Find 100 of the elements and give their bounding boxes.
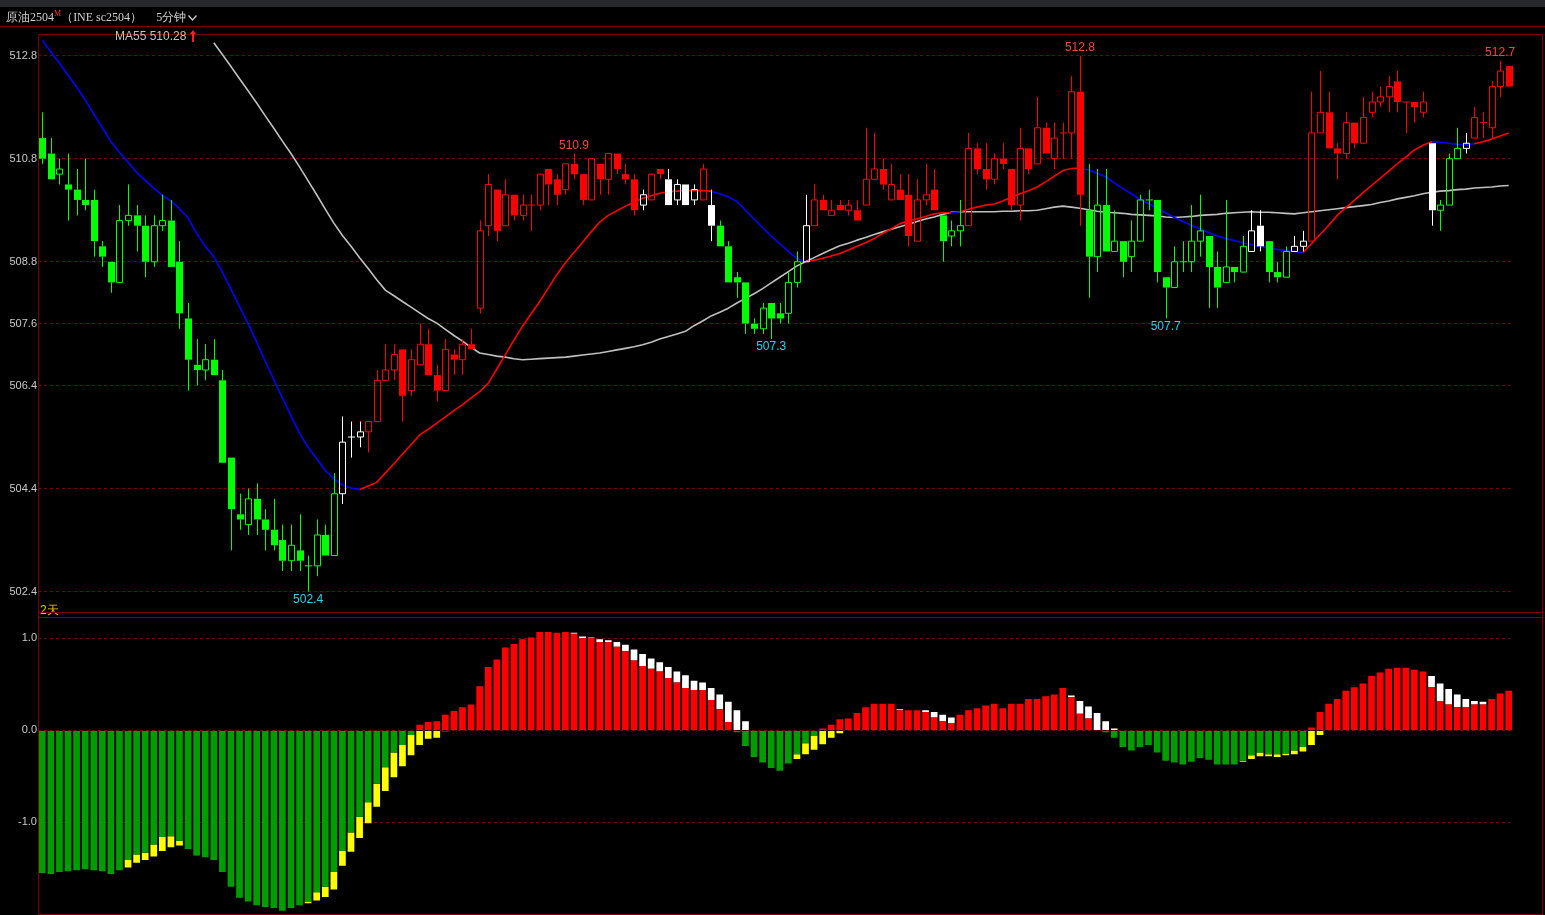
- bar: [510, 643, 518, 730]
- bar: [47, 730, 55, 874]
- bar: [73, 730, 80, 871]
- y-tick-label: 508.8: [9, 254, 37, 267]
- bar: [184, 730, 192, 850]
- bar: [1308, 730, 1315, 746]
- bar: [227, 730, 235, 887]
- bar: [664, 666, 672, 678]
- bar: [939, 714, 947, 722]
- bar: [1299, 746, 1307, 752]
- candlestick: [657, 169, 664, 180]
- candlestick: [614, 153, 621, 175]
- candlestick: [725, 240, 732, 283]
- candlestick: [1248, 209, 1255, 252]
- bar: [1188, 730, 1195, 762]
- bar: [785, 730, 792, 764]
- bar: [639, 654, 646, 666]
- bar: [1436, 700, 1444, 730]
- bar: [1471, 700, 1478, 705]
- bar: [596, 642, 604, 730]
- bar: [399, 730, 406, 746]
- bar: [176, 840, 183, 846]
- bar: [802, 730, 809, 744]
- bar: [639, 665, 646, 730]
- bar: [896, 710, 904, 730]
- bar: [527, 637, 535, 730]
- bar: [759, 730, 766, 763]
- bar: [64, 730, 72, 872]
- bar: [913, 710, 921, 730]
- bar: [802, 743, 809, 755]
- y-tick-label: -1.0: [18, 815, 37, 828]
- bar: [244, 730, 252, 902]
- bar: [1351, 687, 1358, 730]
- candlestick: [1000, 142, 1007, 170]
- bar: [1136, 730, 1144, 747]
- bar: [390, 752, 398, 778]
- candlestick: [288, 524, 295, 572]
- candlestick: [331, 472, 338, 557]
- candlestick: [571, 153, 578, 180]
- candlestick: [1437, 199, 1444, 232]
- annotation: 502.4: [293, 591, 324, 606]
- candlestick: [1240, 235, 1247, 273]
- bar: [1085, 706, 1092, 719]
- candlestick: [228, 457, 235, 551]
- bar: [622, 651, 629, 730]
- bar: [1085, 718, 1092, 730]
- bar: [381, 730, 389, 768]
- candlestick: [914, 178, 921, 242]
- bar: [699, 689, 706, 730]
- bar: [416, 730, 423, 746]
- bar: [1025, 699, 1032, 730]
- bar: [193, 730, 200, 856]
- bar: [1428, 687, 1435, 730]
- bar: [664, 677, 672, 730]
- bar: [176, 730, 183, 841]
- candlestick: [1197, 194, 1204, 258]
- annotation: 512.8: [1064, 39, 1096, 54]
- bar: [236, 730, 243, 898]
- bar: [973, 708, 981, 730]
- candlestick: [1146, 189, 1153, 211]
- bar: [416, 724, 423, 730]
- bar: [947, 717, 955, 724]
- bar: [965, 710, 972, 730]
- bar: [321, 886, 329, 897]
- bar: [133, 854, 140, 863]
- bar: [330, 730, 338, 873]
- candlestick: [125, 183, 132, 227]
- bar: [536, 631, 544, 730]
- bar: [1196, 730, 1204, 758]
- candlestick: [965, 132, 972, 227]
- candlestick: [357, 421, 364, 448]
- bar: [1068, 697, 1075, 730]
- candlestick: [305, 555, 312, 593]
- bar: [124, 730, 132, 861]
- candlestick: [39, 111, 46, 165]
- bar: [1308, 727, 1315, 730]
- candlestick: [1274, 261, 1281, 283]
- bar: [690, 689, 698, 730]
- candlestick: [1154, 199, 1161, 283]
- candlestick: [1429, 143, 1436, 227]
- bar: [587, 638, 595, 730]
- bar: [596, 639, 604, 643]
- candlestick: [854, 199, 861, 221]
- bar: [1265, 730, 1272, 755]
- candlestick: [65, 153, 72, 222]
- y-tick-label: 507.6: [9, 316, 37, 329]
- bar: [56, 730, 63, 873]
- bar: [339, 730, 346, 851]
- bar: [1290, 730, 1298, 751]
- candlestick: [1471, 106, 1478, 139]
- bar: [682, 675, 689, 689]
- candlestick: [734, 271, 741, 299]
- bar: [1145, 730, 1152, 746]
- bar: [1230, 730, 1238, 765]
- bar: [845, 718, 852, 730]
- candlestick: [91, 189, 98, 258]
- candlestick: [1463, 132, 1470, 155]
- candlestick: [888, 163, 895, 201]
- y-tick-label: 510.8: [9, 151, 37, 164]
- bar: [133, 730, 140, 855]
